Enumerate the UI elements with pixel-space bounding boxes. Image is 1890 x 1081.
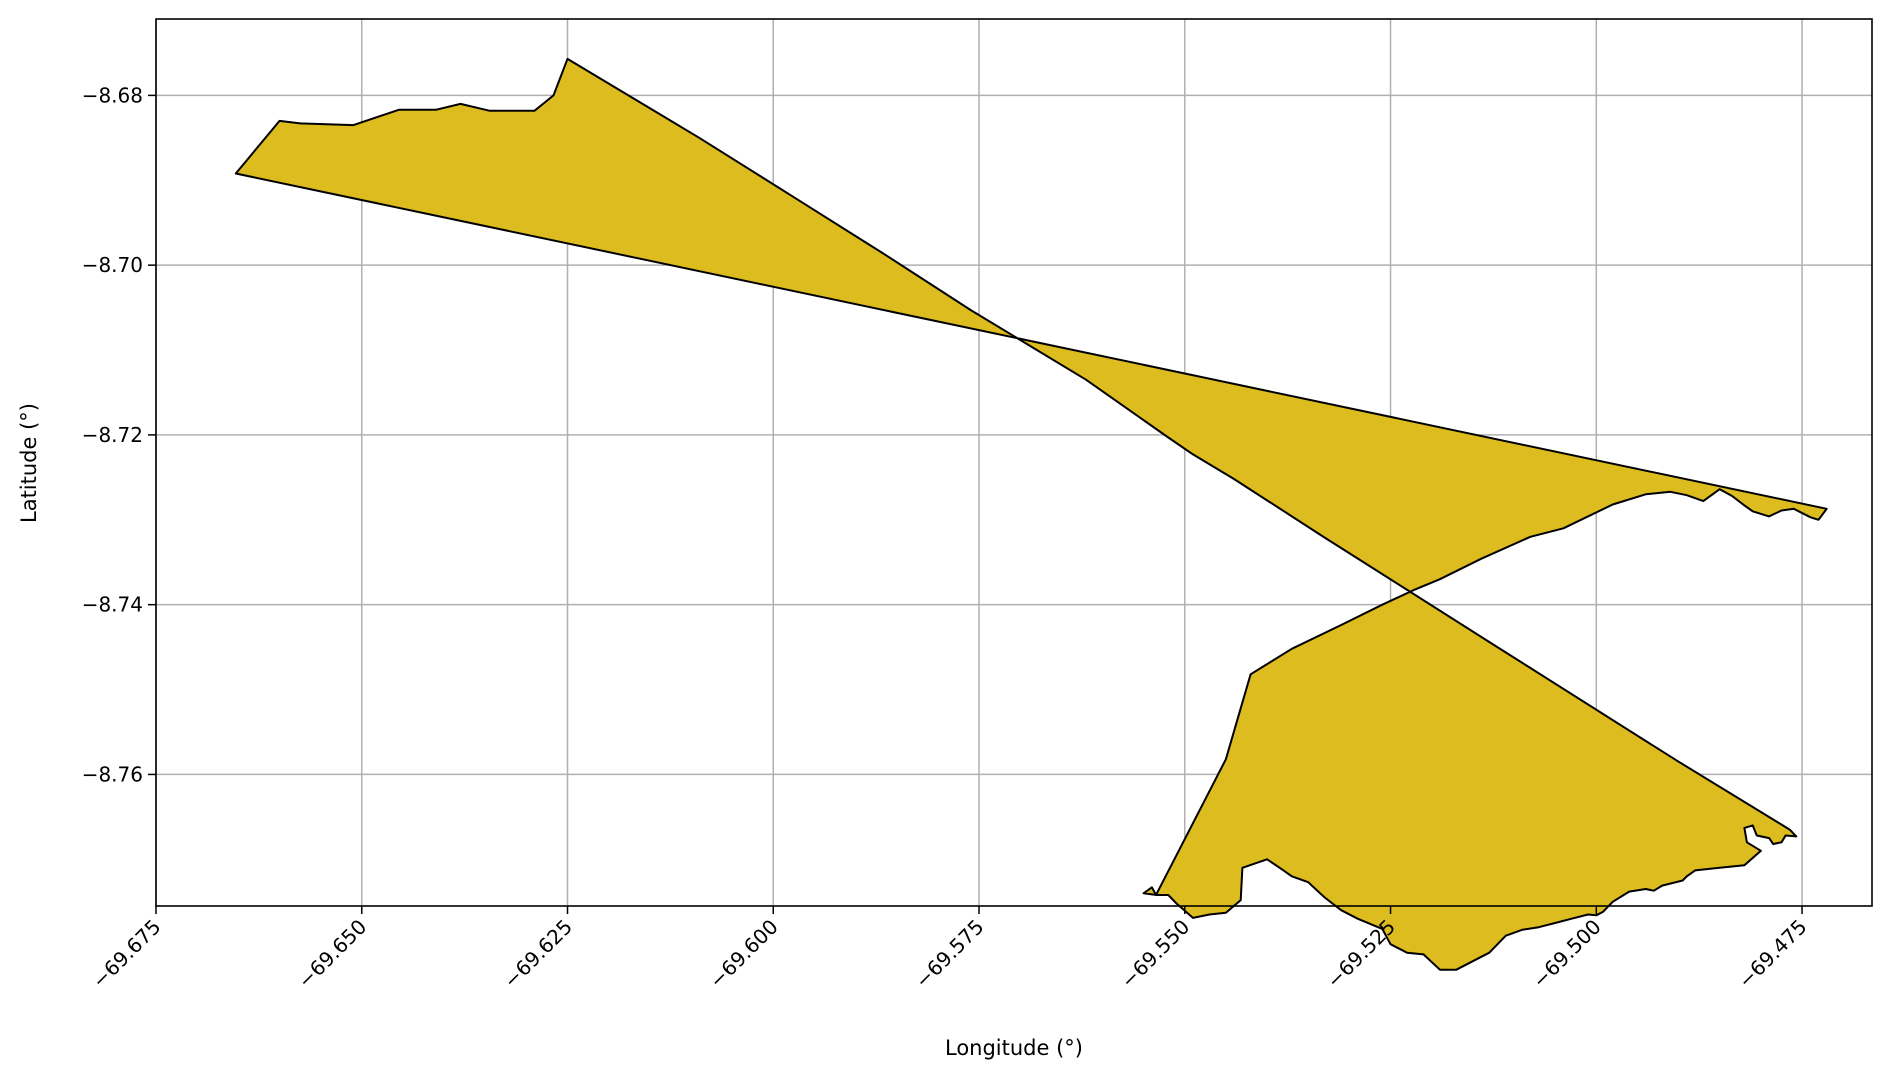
y-tick-label: −8.72 xyxy=(82,423,143,447)
y-tick-label: −8.74 xyxy=(82,593,143,617)
x-axis-title: Longitude (°) xyxy=(945,1036,1083,1060)
y-axis-title: Latitude (°) xyxy=(17,403,41,523)
region-polygon xyxy=(234,57,1828,971)
y-tick-label: −8.70 xyxy=(82,253,143,277)
plot-frame xyxy=(155,18,1873,907)
y-tick-label: −8.76 xyxy=(82,762,143,786)
y-tick-label: −8.68 xyxy=(82,83,143,107)
